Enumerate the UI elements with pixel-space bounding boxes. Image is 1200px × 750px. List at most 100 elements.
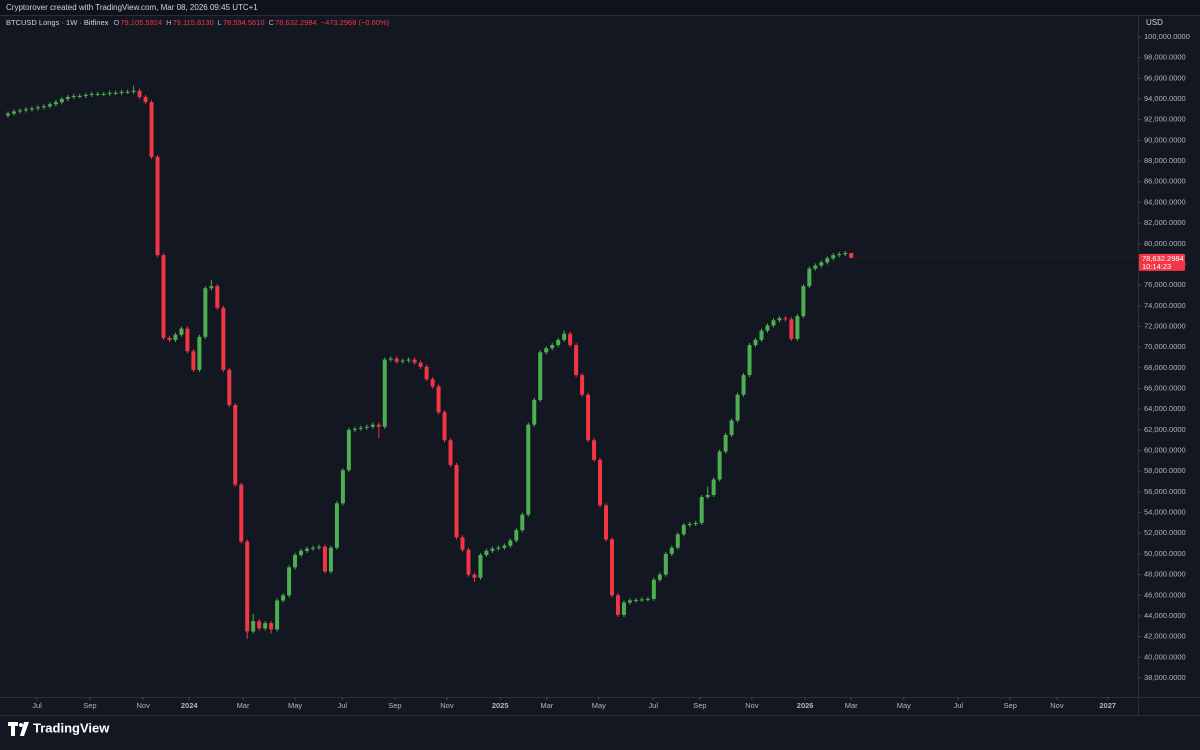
candle-body [340,470,345,504]
x-tick-label: Sep [83,701,96,710]
candle-body [364,426,369,428]
candle-body [759,330,764,340]
y-tick-label: 72,000.0000 [1144,321,1186,330]
candle-body [789,319,794,339]
logo-dot [19,723,23,727]
candle-body [406,359,411,361]
candle-body [550,345,555,349]
candle-body [197,336,202,370]
candle-body [95,93,100,95]
candle-body [819,262,824,266]
ohlc-value: 78,632.2984 [275,18,317,27]
candle-body [454,465,459,538]
candle-body [412,359,417,363]
x-tick-label: Sep [693,701,706,710]
countdown-label: 10:14:23 [1142,262,1171,271]
y-tick-label: 76,000.0000 [1144,280,1186,289]
candle-body [239,484,244,542]
candle-body [59,99,64,103]
y-tick-label: 46,000.0000 [1144,590,1186,599]
candle-body [478,554,483,578]
candle-body [448,440,453,466]
candle-body [693,522,698,524]
candle-body [592,440,597,460]
top-bar [0,0,1200,15]
x-tick-label: Nov [1050,701,1064,710]
y-tick-label: 42,000.0000 [1144,632,1186,641]
y-tick-label: 44,000.0000 [1144,611,1186,620]
candle-body [849,253,854,258]
candle-body [741,375,746,395]
candle-body [358,427,363,429]
candle-body [107,92,112,94]
candle-body [735,394,740,421]
x-tick-label: May [288,701,302,710]
y-tick-label: 54,000.0000 [1144,508,1186,517]
candle-body [520,514,525,531]
ohlc-key: C [269,18,275,27]
candle-body [801,286,806,317]
candle-body [316,546,321,548]
candle-body [556,339,561,346]
x-tick-label: Nov [440,701,454,710]
candle-body [424,366,429,380]
x-tick-label: Nov [745,701,759,710]
y-tick-label: 62,000.0000 [1144,425,1186,434]
candle-body [460,537,465,550]
candle-body [651,579,656,599]
candle-body [544,348,549,353]
candle-body [257,621,262,629]
candle-body [687,523,692,525]
candle-body [47,104,52,107]
candle-body [167,337,172,340]
y-tick-label: 90,000.0000 [1144,135,1186,144]
candle-body [699,497,704,523]
candle-body [562,333,567,340]
x-tick-label: Jul [32,701,42,710]
x-tick-label: Mar [845,701,858,710]
candle-body [17,110,22,112]
candle-body [185,328,190,352]
candle-body [382,359,387,427]
candle-body [155,156,160,256]
candle-body [179,328,184,335]
candle-body [131,90,136,92]
x-tick-label: Mar [540,701,553,710]
candle-body [376,424,381,427]
candle-body [663,553,668,575]
candle-body [609,539,614,596]
candle-body [29,108,34,110]
candle-body [203,288,208,337]
candle-body [35,107,40,109]
candle-body [580,375,585,395]
candle-body [394,358,399,362]
candle-body [346,429,351,471]
x-tick-label: Sep [1004,701,1017,710]
x-tick-label: 2025 [492,701,509,710]
candle-body [825,258,830,263]
candle-body [119,91,124,93]
y-tick-label: 96,000.0000 [1144,73,1186,82]
last-price-badge [1139,253,1185,271]
candle-body [227,369,232,406]
y-tick-label: 50,000.0000 [1144,549,1186,558]
candle-body [765,325,770,331]
y-tick-label: 64,000.0000 [1144,404,1186,413]
y-tick-label: 82,000.0000 [1144,218,1186,227]
candle-body [83,94,88,96]
y-tick-label: 84,000.0000 [1144,197,1186,206]
y-tick-label: 58,000.0000 [1144,466,1186,475]
candle-body [41,106,46,108]
currency-label: USD [1146,18,1163,27]
candle-body [604,505,609,540]
candle-body [143,96,148,103]
x-tick-label: Jul [338,701,348,710]
y-tick-label: 70,000.0000 [1144,342,1186,351]
x-tick-label: Mar [237,701,250,710]
ohlc-value: 79,105.5924 [120,18,162,27]
candle-body [538,352,543,400]
candle-body [532,399,537,425]
logo-slash [20,722,29,736]
